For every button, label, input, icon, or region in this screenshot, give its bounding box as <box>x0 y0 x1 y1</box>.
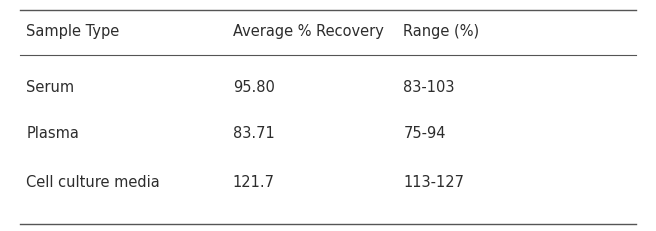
Text: 95.80: 95.80 <box>233 80 275 95</box>
Text: 113-127: 113-127 <box>403 175 464 190</box>
Text: 83.71: 83.71 <box>233 127 275 141</box>
Text: Cell culture media: Cell culture media <box>26 175 160 190</box>
Text: Average % Recovery: Average % Recovery <box>233 24 384 39</box>
Text: 121.7: 121.7 <box>233 175 275 190</box>
Text: 75-94: 75-94 <box>403 127 446 141</box>
Text: Range (%): Range (%) <box>403 24 480 39</box>
Text: 83-103: 83-103 <box>403 80 455 95</box>
Text: Plasma: Plasma <box>26 127 79 141</box>
Text: Serum: Serum <box>26 80 74 95</box>
Text: Sample Type: Sample Type <box>26 24 119 39</box>
